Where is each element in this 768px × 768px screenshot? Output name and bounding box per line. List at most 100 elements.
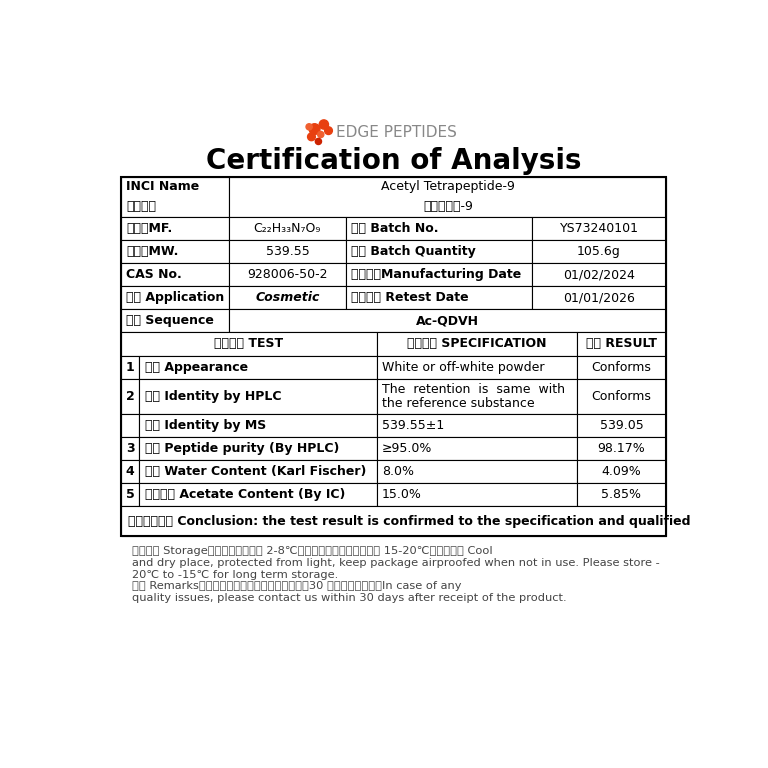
Bar (577, 414, 667, 437)
Text: 105.6g: 105.6g (577, 245, 621, 258)
Text: 检验指标 SPECIFICATION: 检验指标 SPECIFICATION (407, 337, 546, 350)
Text: 批量 Batch Quantity: 批量 Batch Quantity (351, 245, 475, 258)
Bar (376, 379, 577, 414)
Bar (376, 356, 577, 379)
Text: 539.55: 539.55 (266, 245, 310, 258)
Text: 复测日期 Retest Date: 复测日期 Retest Date (351, 291, 468, 304)
Bar (140, 414, 376, 437)
Bar (121, 310, 230, 333)
Text: 928006-50-2: 928006-50-2 (247, 268, 328, 281)
Bar (531, 217, 667, 240)
Bar (230, 240, 346, 263)
Bar (577, 333, 667, 356)
Bar (346, 217, 531, 240)
Bar (121, 240, 230, 263)
Text: 4: 4 (126, 465, 134, 478)
Circle shape (318, 131, 324, 137)
Text: 539.55±1: 539.55±1 (382, 419, 444, 432)
Text: Cosmetic: Cosmetic (255, 291, 319, 304)
Bar (577, 356, 667, 379)
Text: The  retention  is  same  with: The retention is same with (382, 383, 565, 396)
Text: Conforms: Conforms (591, 390, 651, 402)
Text: ≥95.0%: ≥95.0% (382, 442, 432, 455)
Text: 中文名称: 中文名称 (126, 200, 156, 213)
Text: 用途 Application: 用途 Application (126, 291, 224, 304)
Bar (577, 460, 667, 483)
Bar (140, 460, 376, 483)
Text: Acetyl Tetrapeptide-9: Acetyl Tetrapeptide-9 (381, 180, 515, 194)
Bar (577, 379, 667, 414)
Text: 醒酸含量 Acetate Content (By IC): 醒酸含量 Acetate Content (By IC) (145, 488, 345, 502)
Circle shape (319, 120, 329, 129)
Text: the reference substance: the reference substance (382, 397, 535, 410)
Text: 3: 3 (126, 442, 134, 455)
Text: YS73240101: YS73240101 (559, 222, 638, 235)
Circle shape (310, 124, 320, 134)
Bar (121, 437, 140, 460)
Text: 分子量MW.: 分子量MW. (126, 245, 179, 258)
Text: 备注 Remarks：如遇质量问题，请于收到产品日赵30 日内与我们联系。In case of any: 备注 Remarks：如遇质量问题，请于收到产品日赵30 日内与我们联系。In … (131, 581, 461, 591)
Bar (140, 356, 376, 379)
Text: and dry place, protected from light, keep package airproofed when not in use. Pl: and dry place, protected from light, kee… (131, 558, 660, 568)
Bar (230, 217, 346, 240)
Text: 乙酰基四肽-9: 乙酰基四肽-9 (423, 200, 473, 213)
Text: White or off-white powder: White or off-white powder (382, 360, 545, 373)
Text: 外观 Appearance: 外观 Appearance (145, 360, 248, 373)
Bar (531, 240, 667, 263)
Bar (346, 240, 531, 263)
Bar (376, 414, 577, 437)
Text: 结果 RESULT: 结果 RESULT (586, 337, 657, 350)
Bar (346, 263, 531, 286)
Bar (121, 506, 667, 536)
Text: Conforms: Conforms (591, 360, 651, 373)
Text: Ac-QDVH: Ac-QDVH (416, 314, 479, 327)
Bar (121, 483, 140, 506)
Bar (121, 414, 140, 437)
Text: 检验项目 TEST: 检验项目 TEST (214, 337, 283, 350)
Bar (230, 310, 667, 333)
Text: 生产日期Manufacturing Date: 生产日期Manufacturing Date (351, 268, 521, 281)
Bar (230, 286, 346, 310)
Text: 储存条件 Storage：密封避光保存于 2-8℃干燥处，长期保存建议零下 15-20℃冷冻储存。 Cool: 储存条件 Storage：密封避光保存于 2-8℃干燥处，长期保存建议零下 15… (131, 547, 492, 557)
Bar (121, 286, 230, 310)
Text: 98.17%: 98.17% (598, 442, 645, 455)
Bar (376, 460, 577, 483)
Bar (376, 333, 577, 356)
Text: 符合企业标准 Conclusion: the test result is confirmed to the specification and qualifi: 符合企业标准 Conclusion: the test result is co… (127, 515, 690, 528)
Text: 15.0%: 15.0% (382, 488, 422, 502)
Text: Certification of Analysis: Certification of Analysis (206, 147, 581, 175)
Text: 纯度 Peptide purity (By HPLC): 纯度 Peptide purity (By HPLC) (145, 442, 339, 455)
Text: 1: 1 (126, 360, 134, 373)
Bar (531, 263, 667, 286)
Text: C₂₂H₃₃N₇O₉: C₂₂H₃₃N₇O₉ (253, 222, 321, 235)
Bar (577, 437, 667, 460)
Text: 01/02/2024: 01/02/2024 (563, 268, 635, 281)
Bar (121, 177, 667, 536)
Bar (121, 217, 230, 240)
Bar (140, 437, 376, 460)
Text: 5.85%: 5.85% (601, 488, 641, 502)
Bar (531, 286, 667, 310)
Bar (577, 483, 667, 506)
Circle shape (306, 124, 313, 130)
Circle shape (325, 127, 333, 134)
Bar (121, 333, 376, 356)
Text: 水份 Water Content (Karl Fischer): 水份 Water Content (Karl Fischer) (145, 465, 366, 478)
Bar (140, 379, 376, 414)
Text: 批号 Batch No.: 批号 Batch No. (351, 222, 439, 235)
Bar (140, 483, 376, 506)
Text: 鉴别 Identity by HPLC: 鉴别 Identity by HPLC (145, 390, 281, 402)
Text: 539.05: 539.05 (600, 419, 644, 432)
Bar (121, 177, 230, 217)
Text: EDGE PEPTIDES: EDGE PEPTIDES (336, 124, 457, 140)
Bar (376, 483, 577, 506)
Bar (121, 460, 140, 483)
Circle shape (307, 133, 316, 141)
Text: 序列 Sequence: 序列 Sequence (126, 314, 214, 327)
Text: 20℃ to -15℃ for long term storage.: 20℃ to -15℃ for long term storage. (131, 570, 338, 580)
Bar (230, 177, 667, 217)
Bar (230, 263, 346, 286)
Text: CAS No.: CAS No. (126, 268, 182, 281)
Bar (121, 263, 230, 286)
Text: 01/01/2026: 01/01/2026 (563, 291, 635, 304)
